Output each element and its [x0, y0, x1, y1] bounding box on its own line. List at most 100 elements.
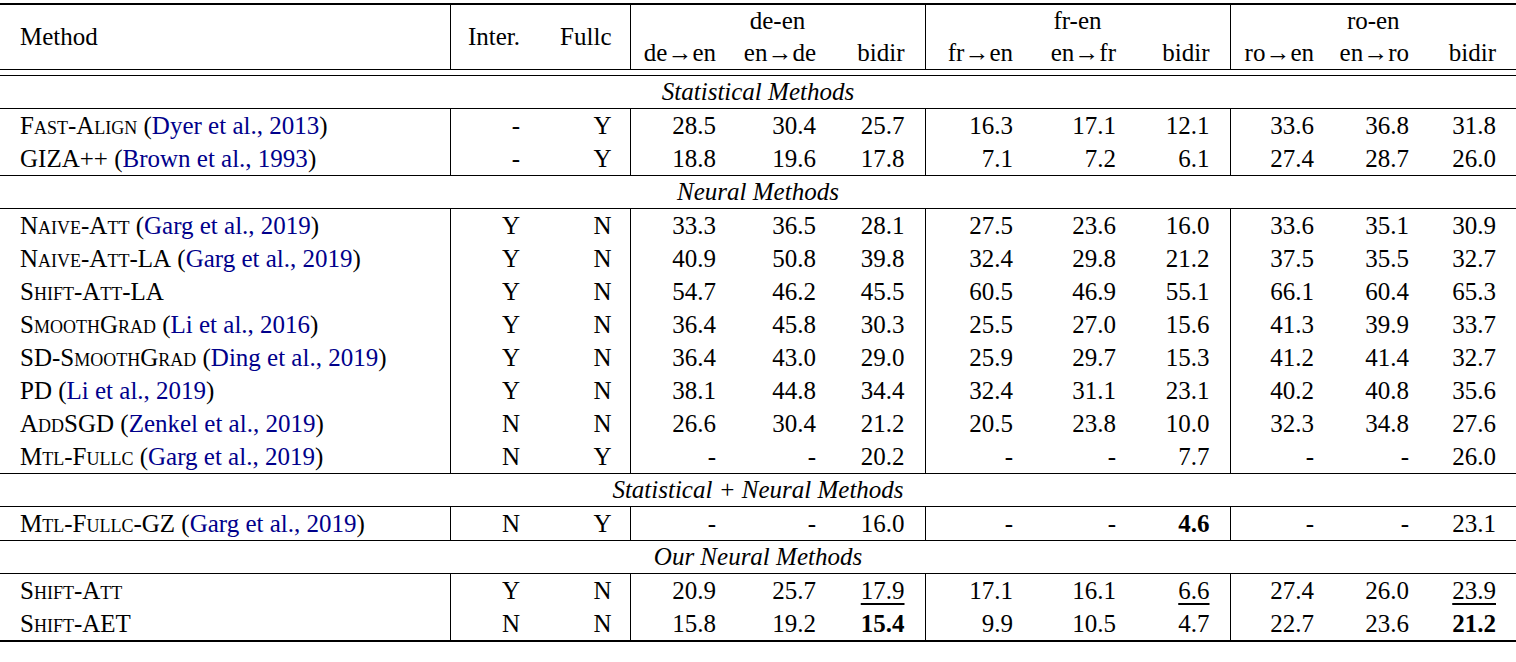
citation-link[interactable]: Garg et al., 2019 [186, 245, 353, 272]
value-cell: - [925, 440, 1027, 474]
citation-link[interactable]: Garg et al., 2019 [144, 212, 311, 239]
group-header-de-en: de-en [630, 4, 925, 37]
method-name: Fast-Align [20, 112, 137, 139]
table-row: SmoothGrad (Li et al., 2016)YN36.445.830… [0, 308, 1516, 341]
table-row: PD (Li et al., 2019)YN38.144.834.432.431… [0, 374, 1516, 407]
citation-paren-open: ( [140, 443, 148, 470]
value-cell: 29.0 [830, 341, 925, 374]
citation-paren-close: ) [310, 311, 318, 338]
fullc-cell: N [538, 607, 630, 641]
value-cell: 29.7 [1027, 341, 1130, 374]
method-name: Shift-Att-LA [20, 278, 164, 305]
value-cell: 32.7 [1423, 341, 1516, 374]
method-cell: Shift-AET [0, 607, 450, 641]
value-cell: 36.4 [630, 341, 730, 374]
value-cell: 34.4 [830, 374, 925, 407]
group-header-fr-en: fr-en [925, 4, 1230, 37]
value-cell: 38.1 [630, 374, 730, 407]
citation-link[interactable]: Zenkel et al., 2019 [129, 410, 316, 437]
inter-cell: - [450, 142, 538, 176]
value-cell: - [1027, 440, 1130, 474]
value-cell: 34.8 [1328, 407, 1423, 440]
value-cell: 33.3 [630, 209, 730, 243]
section-header-row: Statistical Methods [0, 76, 1516, 109]
citation-link[interactable]: Garg et al., 2019 [148, 443, 315, 470]
fullc-cell: N [538, 374, 630, 407]
value-cell: 21.2 [1130, 242, 1230, 275]
method-cell: Naive-Att (Garg et al., 2019) [0, 209, 450, 243]
citation-paren-close: ) [315, 410, 323, 437]
table-row: Shift-AttYN20.925.717.917.116.16.627.426… [0, 574, 1516, 608]
value-cell: 33.6 [1230, 209, 1328, 243]
value-cell: 20.2 [830, 440, 925, 474]
value-cell: 17.9 [830, 574, 925, 608]
value-cell: 22.7 [1230, 607, 1328, 641]
fullc-cell: N [538, 407, 630, 440]
value-cell: 30.3 [830, 308, 925, 341]
value-cell: 29.8 [1027, 242, 1130, 275]
inter-cell: N [450, 407, 538, 440]
inter-cell: Y [450, 242, 538, 275]
value-cell: 27.4 [1230, 142, 1328, 176]
fullc-cell: Y [538, 507, 630, 541]
value-cell: 16.1 [1027, 574, 1130, 608]
value-cell: 66.1 [1230, 275, 1328, 308]
inter-cell: Y [450, 341, 538, 374]
method-cell: PD (Li et al., 2019) [0, 374, 450, 407]
citation-link[interactable]: Brown et al., 1993 [122, 145, 307, 172]
value-cell: 4.6 [1130, 507, 1230, 541]
value-cell: 28.5 [630, 109, 730, 143]
citation-link[interactable]: Li et al., 2016 [171, 311, 311, 338]
value-cell: - [1027, 507, 1130, 541]
value-cell: 17.1 [1027, 109, 1130, 143]
fullc-cell: N [538, 574, 630, 608]
value-cell: 27.5 [925, 209, 1027, 243]
fullc-cell: N [538, 275, 630, 308]
value-cell: 32.4 [925, 242, 1027, 275]
citation-link[interactable]: Li et al., 2019 [67, 377, 207, 404]
col-header-inter: Inter. [450, 4, 538, 70]
value-cell: 44.8 [730, 374, 830, 407]
value-cell: 12.1 [1130, 109, 1230, 143]
section-header-row: Neural Methods [0, 176, 1516, 209]
method-cell: Shift-Att [0, 574, 450, 608]
value-cell: 23.6 [1328, 607, 1423, 641]
value-cell: 4.7 [1130, 607, 1230, 641]
value-cell: 21.2 [1423, 607, 1516, 641]
fullc-cell: N [538, 341, 630, 374]
inter-cell: N [450, 607, 538, 641]
method-cell: SD-SmoothGrad (Ding et al., 2019) [0, 341, 450, 374]
value-cell: 18.8 [630, 142, 730, 176]
fullc-cell: N [538, 308, 630, 341]
citation-paren-open: ( [58, 377, 66, 404]
value-cell: 25.7 [830, 109, 925, 143]
value-cell: 41.3 [1230, 308, 1328, 341]
table-row: Fast-Align (Dyer et al., 2013)-Y28.530.4… [0, 109, 1516, 143]
value-cell: 31.8 [1423, 109, 1516, 143]
value-cell: 20.5 [925, 407, 1027, 440]
inter-cell: Y [450, 308, 538, 341]
citation-paren-close: ) [378, 344, 386, 371]
value-cell: 16.3 [925, 109, 1027, 143]
value-cell: 23.6 [1027, 209, 1130, 243]
value-cell: 7.7 [1130, 440, 1230, 474]
value-cell: 43.0 [730, 341, 830, 374]
subcol-header-bidir-fr: bidir [1130, 37, 1230, 70]
value-cell: - [925, 507, 1027, 541]
inter-cell: Y [450, 209, 538, 243]
value-cell: 55.1 [1130, 275, 1230, 308]
table-row: SD-SmoothGrad (Ding et al., 2019)YN36.44… [0, 341, 1516, 374]
section-title: Neural Methods [0, 176, 1516, 209]
citation-link[interactable]: Ding et al., 2019 [211, 344, 378, 371]
method-cell: GIZA++ (Brown et al., 1993) [0, 142, 450, 176]
inter-cell: N [450, 440, 538, 474]
citation-link[interactable]: Dyer et al., 2013 [152, 112, 319, 139]
citation-link[interactable]: Garg et al., 2019 [190, 510, 357, 537]
value-cell: 9.9 [925, 607, 1027, 641]
fullc-cell: Y [538, 109, 630, 143]
value-cell: 26.0 [1423, 440, 1516, 474]
value-cell: 15.4 [830, 607, 925, 641]
method-name: Shift-AET [20, 610, 131, 637]
citation-paren-close: ) [353, 245, 361, 272]
header-row-groups: Method Inter. Fullc de-en fr-en ro-en [0, 4, 1516, 37]
